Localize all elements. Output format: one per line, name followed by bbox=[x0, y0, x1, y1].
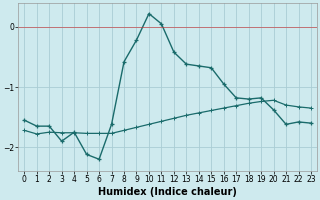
X-axis label: Humidex (Indice chaleur): Humidex (Indice chaleur) bbox=[98, 187, 237, 197]
